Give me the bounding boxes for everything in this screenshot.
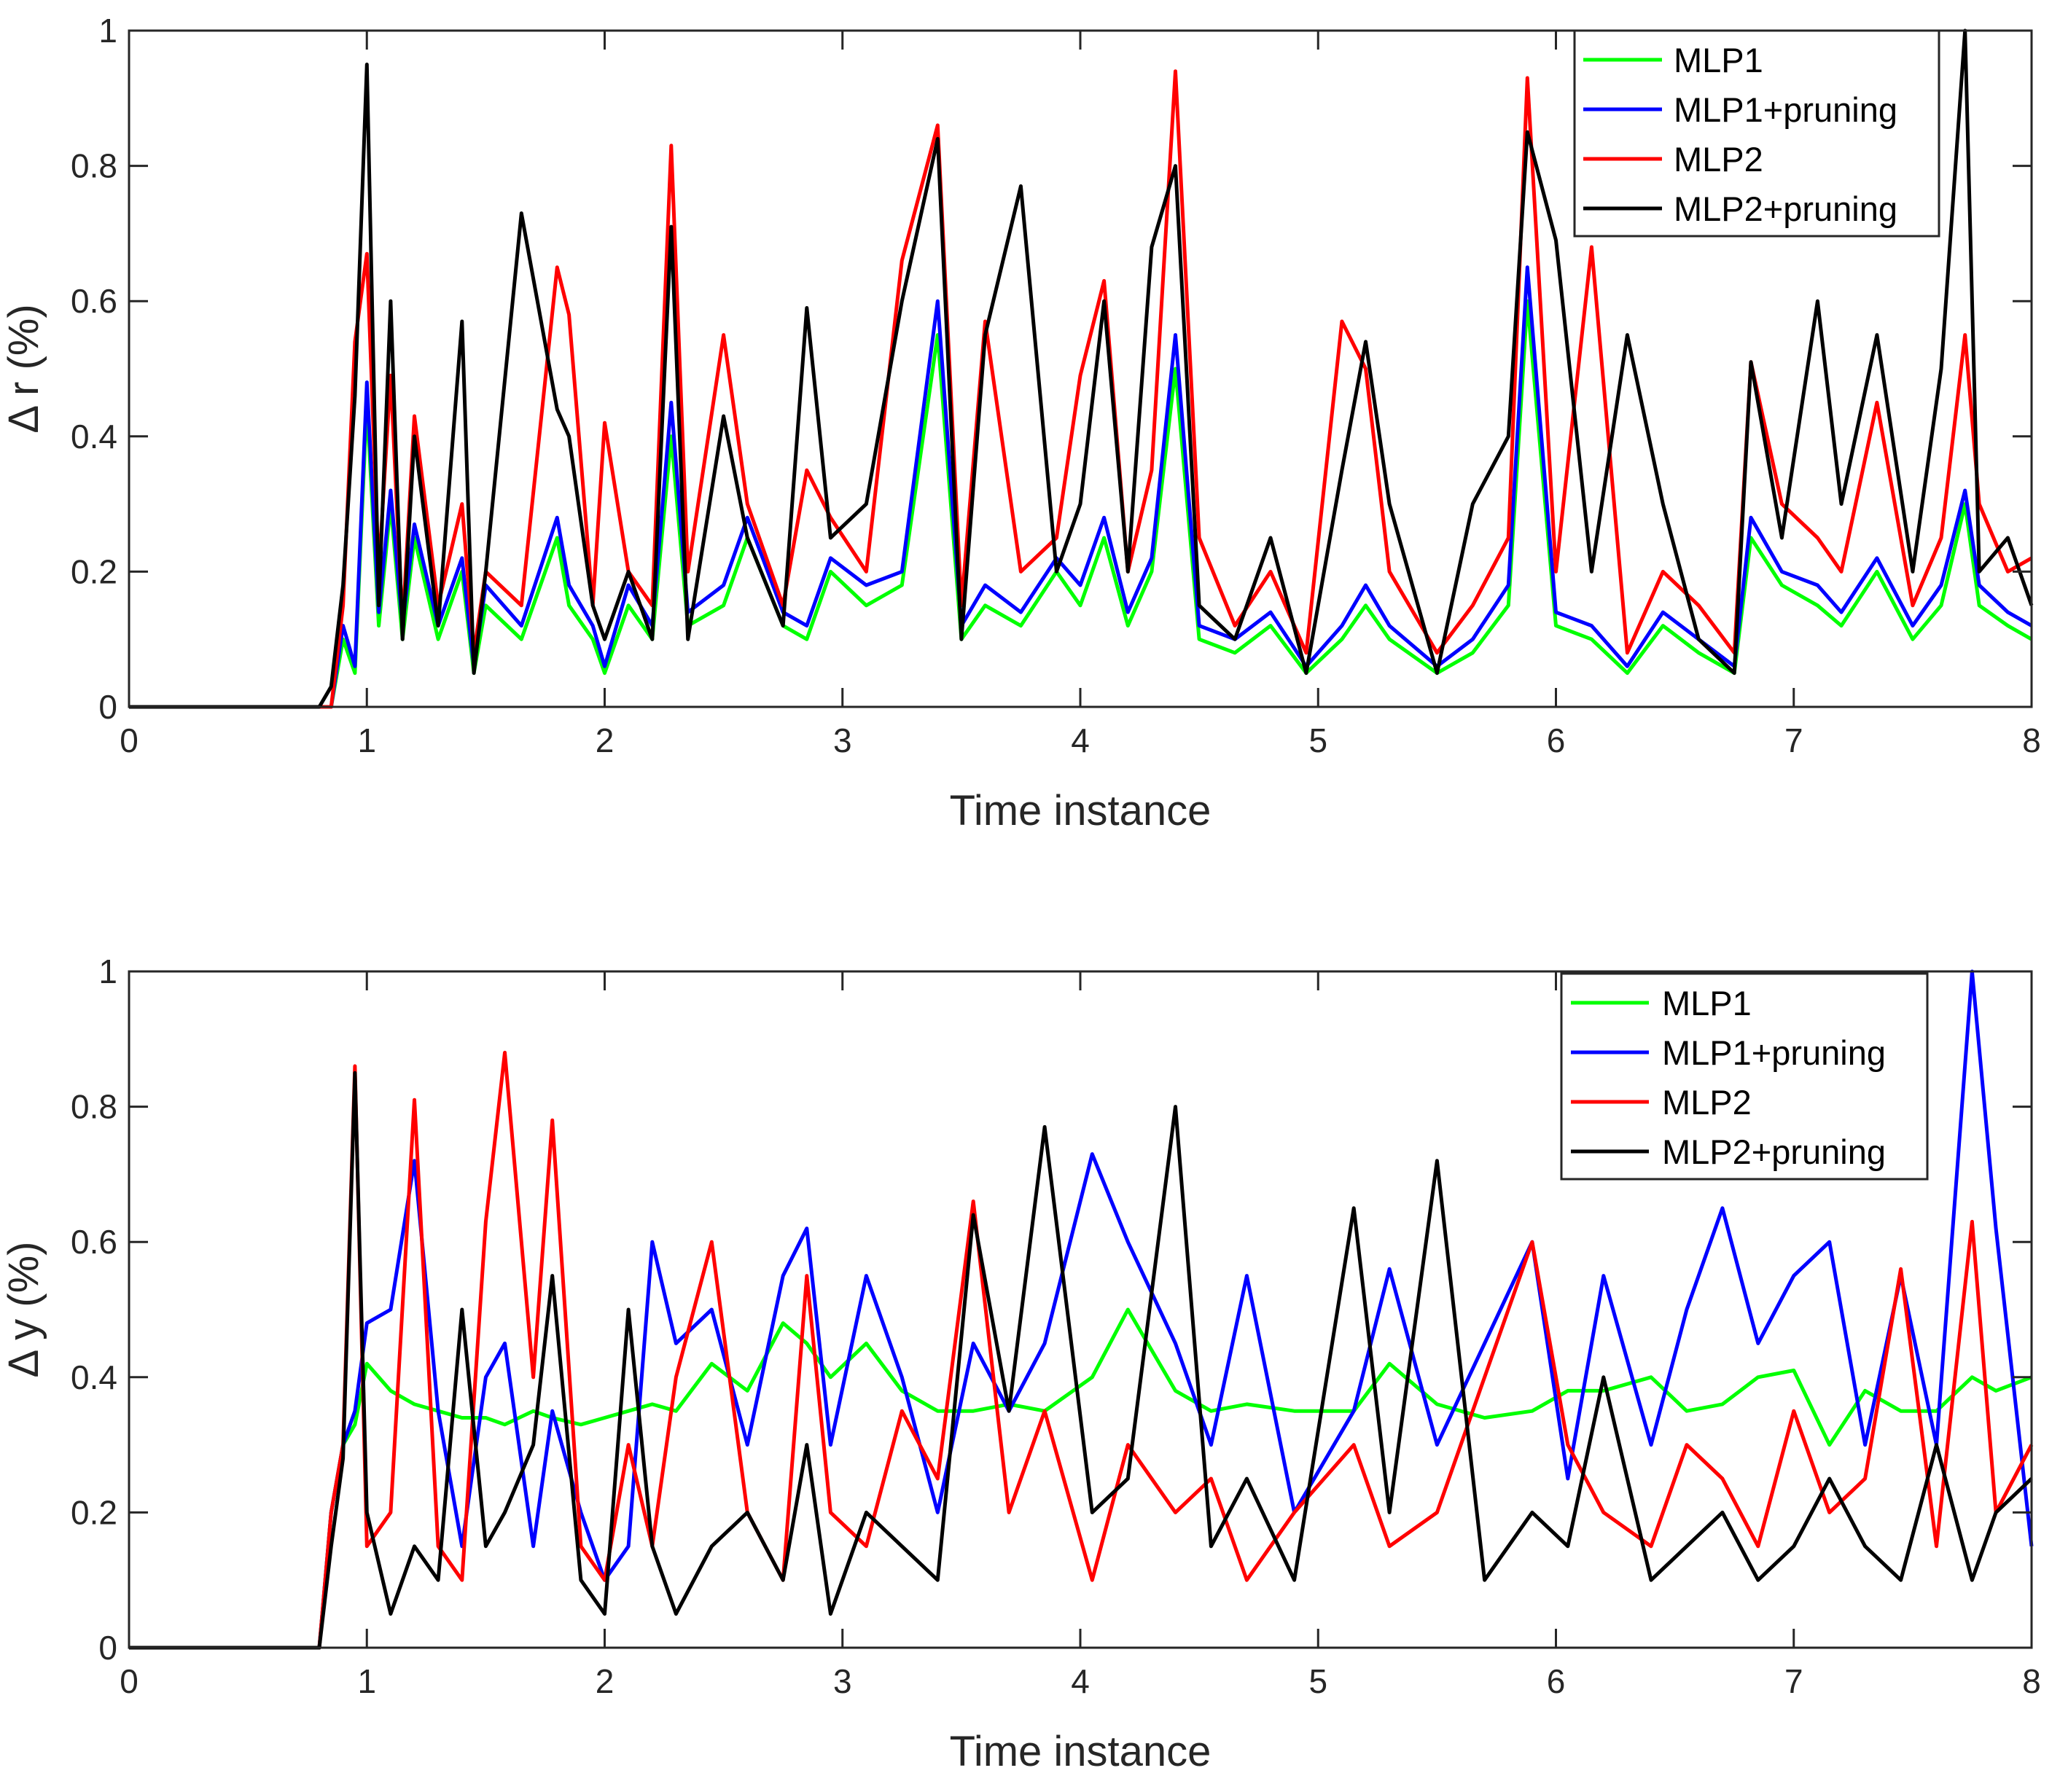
x-tick-label: 2 — [596, 721, 615, 759]
legend-label-mlp1-pruning: MLP1+pruning — [1662, 1033, 1886, 1072]
x-tick-label: 3 — [833, 1662, 852, 1700]
chart-delta-r-legend: MLP1 MLP1+pruning MLP2 MLP2+pruning — [1573, 29, 1940, 238]
x-tick-label: 3 — [833, 721, 852, 759]
y-tick-label: 0.4 — [71, 418, 117, 455]
x-tick-label: 4 — [1071, 1662, 1090, 1700]
series-line-mlp2-pruning — [129, 28, 2034, 709]
legend-label-mlp2-pruning: MLP2+pruning — [1674, 189, 1897, 228]
chart-delta-y-series-group — [129, 969, 2034, 1650]
y-tick-label: 0.2 — [71, 552, 117, 590]
series-line-mlp2-pruning — [129, 1071, 2033, 1650]
y-tick-label: 0.4 — [71, 1358, 117, 1396]
chart-delta-r-series-group — [129, 28, 2034, 709]
chart-delta-y-legend: MLP1 MLP1+pruning MLP2 MLP2+pruning — [1560, 972, 1929, 1181]
x-tick-label: 8 — [2022, 1662, 2041, 1700]
x-tick-label: 1 — [357, 1662, 376, 1700]
y-tick-label: 0 — [98, 1629, 117, 1667]
chart-delta-y: 0 1 2 3 4 5 6 7 8 0 0.2 0.4 0.6 0.8 1 Time instance Δ … — [0, 952, 2041, 1775]
y-tick-label: 0.8 — [71, 1088, 117, 1126]
chart-delta-r-ticks: 0 1 2 3 4 5 6 7 8 0 0.2 0.4 0.6 0.8 1 — [71, 12, 2041, 759]
x-tick-label: 8 — [2022, 721, 2041, 759]
x-tick-label: 5 — [1308, 1662, 1327, 1700]
x-tick-label: 7 — [1784, 1662, 1803, 1700]
x-tick-label: 2 — [596, 1662, 615, 1700]
chart-delta-r: 0 1 2 3 4 5 6 7 8 0 0.2 0.4 0.6 0.8 1 Time instance Δ … — [0, 12, 2041, 834]
series-line-mlp1-pruning — [129, 969, 2034, 1650]
series-line-mlp1-pruning — [129, 265, 2033, 709]
chart-delta-r-legend-box — [1573, 29, 1940, 238]
legend-label-mlp1: MLP1 — [1674, 41, 1763, 79]
y-tick-label: 0.8 — [71, 147, 117, 185]
x-tick-label: 7 — [1784, 721, 1803, 759]
legend-label-mlp2-pruning: MLP2+pruning — [1662, 1132, 1886, 1171]
chart-delta-y-legend-box — [1560, 972, 1929, 1181]
series-line-mlp2 — [129, 1050, 2034, 1650]
y-tick-label: 0.6 — [71, 1223, 117, 1261]
x-tick-label: 6 — [1547, 1662, 1566, 1700]
x-tick-label: 4 — [1071, 721, 1090, 759]
series-line-mlp2 — [129, 69, 2033, 709]
x-tick-label: 5 — [1308, 721, 1327, 759]
y-tick-label: 0.6 — [71, 282, 117, 320]
chart-delta-y-ticks: 0 1 2 3 4 5 6 7 8 0 0.2 0.4 0.6 0.8 1 — [71, 952, 2041, 1700]
x-tick-label: 0 — [120, 721, 138, 759]
y-tick-label: 0 — [98, 688, 117, 726]
x-tick-label: 0 — [120, 1662, 138, 1700]
legend-label-mlp1: MLP1 — [1662, 984, 1752, 1022]
x-tick-label: 6 — [1547, 721, 1566, 759]
chart-delta-y-y-axis-label: Δ y (%) — [0, 1242, 47, 1378]
y-tick-label: 1 — [98, 12, 117, 50]
y-tick-label: 1 — [98, 952, 117, 990]
chart-delta-r-x-axis-label: Time instance — [950, 787, 1212, 834]
y-tick-label: 0.2 — [71, 1493, 117, 1531]
chart-delta-r-y-axis-label: Δ r (%) — [0, 304, 47, 433]
series-line-mlp1 — [129, 1307, 2032, 1650]
legend-label-mlp1-pruning: MLP1+pruning — [1674, 90, 1897, 129]
x-tick-label: 1 — [357, 721, 376, 759]
legend-label-mlp2: MLP2 — [1662, 1083, 1752, 1122]
chart-delta-y-x-axis-label: Time instance — [950, 1728, 1212, 1775]
legend-label-mlp2: MLP2 — [1674, 140, 1763, 179]
